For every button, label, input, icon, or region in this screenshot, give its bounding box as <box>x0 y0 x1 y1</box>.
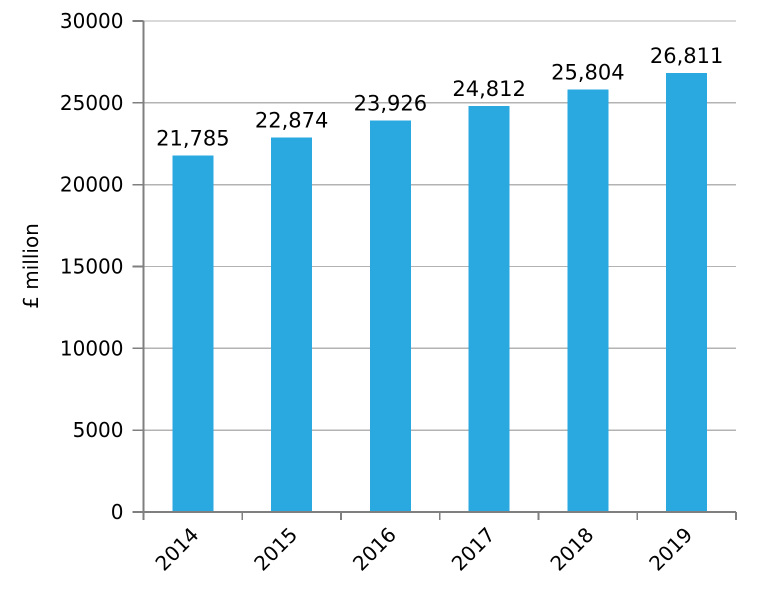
x-tick-label: 2017 <box>447 523 500 576</box>
y-tick-label: 0 <box>111 500 124 524</box>
bar-2015 <box>271 137 313 513</box>
bars <box>172 73 708 513</box>
y-axis-ticks: 0 5000 10000 15000 20000 25000 30000 <box>60 9 144 524</box>
y-tick-label: 5000 <box>73 418 124 442</box>
x-axis-labels: 2014 2015 2016 2017 2018 2019 <box>150 523 697 576</box>
y-axis-title: £ million <box>19 223 43 309</box>
bar-2016 <box>369 120 411 512</box>
value-label: 24,812 <box>452 77 525 101</box>
bar-2017 <box>468 105 510 512</box>
value-label: 22,874 <box>255 109 328 133</box>
value-label: 25,804 <box>551 61 624 85</box>
y-tick-label: 10000 <box>60 336 124 360</box>
y-tick-label: 25000 <box>60 91 124 115</box>
value-label: 21,785 <box>156 126 229 150</box>
x-axis-ticks <box>142 512 737 520</box>
bar-2014 <box>172 155 214 513</box>
y-tick-label: 30000 <box>60 9 124 33</box>
x-tick-label: 2015 <box>249 523 302 576</box>
x-tick-label: 2016 <box>348 523 401 576</box>
value-label: 26,811 <box>650 44 723 68</box>
bar-2018 <box>567 89 609 512</box>
x-tick-label: 2019 <box>644 523 697 576</box>
value-labels: 21,785 22,874 23,926 24,812 25,804 26,811 <box>156 44 723 150</box>
value-label: 23,926 <box>354 91 427 115</box>
x-tick-label: 2018 <box>545 523 598 576</box>
y-tick-label: 20000 <box>60 173 124 197</box>
gridlines <box>143 20 736 431</box>
bar-2019 <box>666 73 708 512</box>
y-tick-label: 15000 <box>60 255 124 279</box>
x-tick-label: 2014 <box>150 523 203 576</box>
